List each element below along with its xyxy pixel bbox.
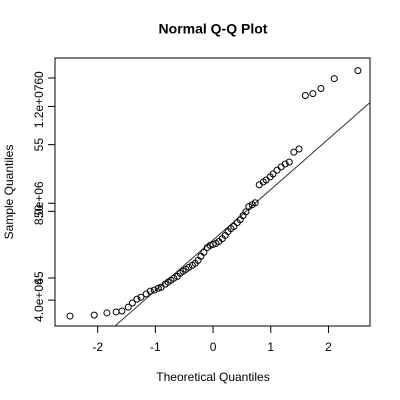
point [290,148,298,156]
point [317,85,325,93]
point [209,240,217,248]
y2-tick-label: 60 [32,71,46,85]
y-axis-title: Sample Quantiles [2,145,16,240]
point [281,160,289,168]
y-tick-label: 8.0e+06 [32,181,46,225]
x-tick-label: 1 [267,340,274,354]
y-tick-label: 1.2e+07 [32,84,46,128]
point [66,312,74,320]
x-axis-title: Theoretical Quantiles [156,370,269,384]
y2-tick-label: 45 [32,271,46,285]
point [118,307,126,315]
point [269,170,277,178]
point [200,248,208,256]
reference-line [114,102,371,327]
y-tick-label: 4.0e+06 [32,278,46,322]
point [273,166,281,174]
point [230,222,238,230]
point [285,158,293,166]
point [354,67,362,75]
point [301,92,309,100]
point [103,309,111,317]
point [245,203,253,211]
point [185,263,193,271]
x-tick-label: -2 [92,340,103,354]
point [154,284,162,292]
point [251,199,259,207]
point [112,308,120,316]
point [146,287,154,295]
x-tick-label: 0 [210,340,217,354]
point [133,295,141,303]
point [309,90,317,98]
point [242,208,250,216]
chart-title: Normal Q-Q Plot [159,21,268,37]
point [150,286,158,294]
point [124,303,132,311]
x-tick-label: -1 [150,340,161,354]
plot-box [54,57,371,327]
point [170,274,178,282]
y2-tick-label: 50 [32,204,46,218]
x-tick-label: 2 [325,340,332,354]
point [137,293,145,301]
point [295,145,303,153]
y2-tick-label: 55 [32,138,46,152]
point [128,299,136,307]
point [330,75,338,83]
point [90,311,98,319]
